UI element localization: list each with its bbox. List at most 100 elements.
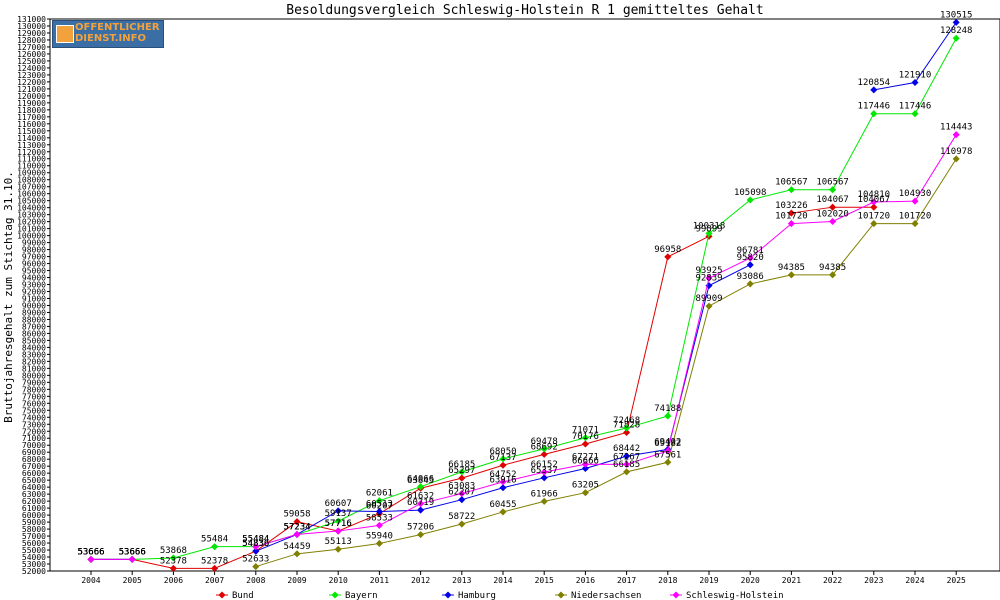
y-tick-label: 64000 [22, 483, 46, 492]
data-point [952, 18, 960, 26]
x-tick-label: 2011 [370, 576, 389, 585]
data-label: 72468 [613, 416, 640, 426]
data-point [417, 531, 425, 539]
y-tick-label: 61000 [22, 504, 46, 513]
data-label: 65297 [448, 466, 475, 476]
legend-entry: Bund [232, 591, 254, 600]
data-label: 66185 [448, 460, 475, 470]
y-tick-label: 81000 [22, 364, 46, 373]
data-label: 66152 [531, 460, 558, 470]
y-tick-label: 104000 [17, 204, 46, 213]
y-tick-label: 108000 [17, 176, 46, 185]
data-label: 55484 [242, 535, 269, 545]
data-label: 105098 [734, 188, 767, 198]
data-label: 128248 [940, 26, 973, 36]
y-tick-label: 92000 [22, 288, 46, 297]
data-point [911, 78, 919, 87]
data-label: 93086 [737, 272, 764, 282]
data-label: 101720 [775, 212, 808, 222]
x-tick-label: 2024 [905, 576, 924, 585]
data-point [458, 474, 466, 482]
data-label: 53666 [119, 547, 146, 557]
data-point [787, 271, 795, 279]
y-tick-label: 73000 [22, 420, 46, 429]
data-label: 67271 [572, 452, 599, 462]
data-label: 61632 [407, 492, 434, 502]
y-tick-label: 94000 [22, 274, 46, 283]
data-label: 53868 [160, 546, 187, 556]
data-label: 121910 [899, 71, 932, 81]
data-point [705, 274, 713, 282]
y-tick-label: 54000 [22, 553, 46, 562]
data-point [623, 460, 631, 468]
data-label: 57716 [325, 519, 352, 529]
y-tick-label: 66000 [22, 469, 46, 478]
y-tick-label: 102000 [17, 218, 46, 227]
data-point [746, 261, 754, 269]
data-label: 60607 [325, 499, 352, 509]
y-tick-label: 59000 [22, 518, 46, 527]
data-label: 92839 [695, 274, 722, 284]
data-point [746, 254, 754, 262]
data-point [169, 554, 177, 562]
y-tick-label: 107000 [17, 183, 46, 192]
data-point [581, 460, 589, 468]
y-tick-label: 95000 [22, 267, 46, 276]
data-point [705, 229, 713, 237]
y-tick-label: 88000 [22, 315, 46, 324]
y-tick-label: 69000 [22, 448, 46, 457]
data-label: 70176 [572, 432, 599, 442]
data-label: 59058 [283, 510, 310, 520]
data-point [375, 497, 383, 505]
y-tick-label: 79000 [22, 378, 46, 387]
data-label: 67267 [613, 452, 640, 462]
y-tick-label: 124000 [17, 64, 46, 73]
y-tick-label: 58000 [22, 525, 46, 534]
data-point [664, 458, 672, 466]
data-label: 69478 [531, 437, 558, 447]
logo-text: OFFENTLICHER DIENST.INFO [75, 22, 160, 44]
x-tick-label: 2015 [535, 576, 554, 585]
data-point [252, 543, 260, 551]
data-label: 94385 [778, 263, 805, 273]
data-label: 57234 [283, 522, 310, 532]
data-point [952, 34, 960, 42]
logo-icon [56, 25, 74, 43]
data-label: 74188 [654, 404, 681, 414]
data-label: 114443 [940, 123, 973, 133]
y-tick-label: 90000 [22, 301, 46, 310]
data-point [870, 86, 878, 94]
data-label: 64752 [489, 470, 516, 480]
data-label: 55113 [325, 537, 352, 547]
x-tick-label: 2022 [823, 576, 842, 585]
data-label: 110978 [940, 147, 973, 157]
y-tick-label: 99000 [22, 239, 46, 248]
data-point [623, 468, 631, 476]
data-label: 60207 [366, 502, 393, 512]
y-axis: 5200053000540005500056000570005800059000… [17, 15, 50, 576]
y-tick-label: 130000 [17, 22, 46, 31]
legend-marker [557, 591, 565, 599]
data-point [375, 539, 383, 548]
y-axis-label: Bruttojahresgehalt zum Stichtag 31.10. [2, 171, 15, 423]
data-point [705, 302, 713, 310]
y-tick-label: 125000 [17, 57, 46, 66]
data-label: 94385 [819, 263, 846, 273]
y-tick-label: 60000 [22, 511, 46, 520]
y-tick-label: 100000 [17, 232, 46, 241]
y-tick-label: 121000 [17, 85, 46, 94]
data-label: 53666 [119, 547, 146, 557]
data-point [664, 253, 672, 261]
data-label: 57234 [283, 522, 310, 532]
data-label: 52633 [242, 555, 269, 565]
data-point [623, 428, 631, 436]
data-point [664, 447, 672, 455]
data-point [293, 550, 301, 558]
data-point [375, 521, 383, 529]
data-label: 71071 [572, 426, 599, 436]
data-label: 69402 [654, 437, 681, 447]
y-tick-label: 101000 [17, 225, 46, 234]
y-tick-label: 67000 [22, 462, 46, 471]
x-tick-label: 2018 [658, 576, 677, 585]
